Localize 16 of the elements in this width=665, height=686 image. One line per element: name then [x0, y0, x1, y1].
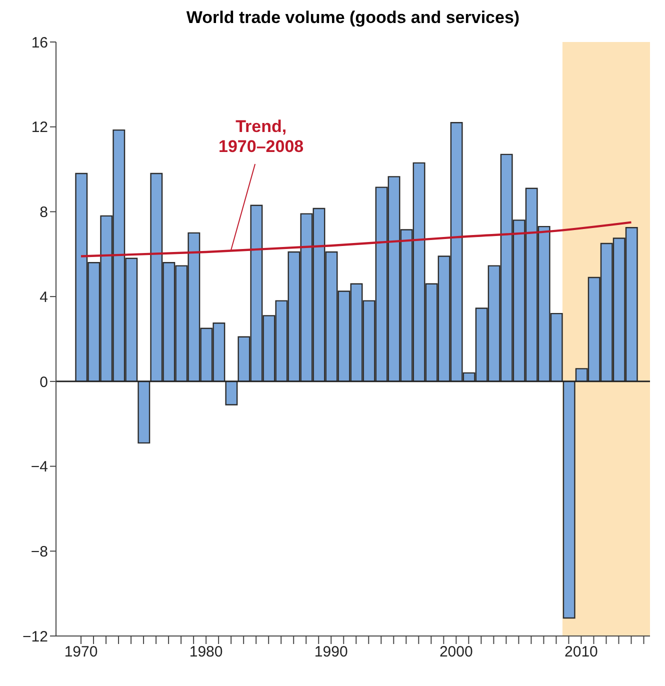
y-tick-label: −4 — [30, 458, 48, 476]
y-tick-label: 16 — [31, 34, 48, 52]
y-tick-label: −12 — [22, 628, 48, 646]
x-tick-label: 1990 — [314, 644, 348, 661]
y-tick-label: −8 — [30, 543, 48, 560]
text: Trend, 1970–2008 — [218, 117, 304, 156]
x-tick-label: 1970 — [64, 644, 98, 661]
y-tick-label: 0 — [40, 374, 48, 391]
y-tick-label: 4 — [40, 288, 48, 306]
x-tick-label: 1980 — [189, 644, 223, 661]
line-series — [80, 221, 632, 258]
y-tick-label: 8 — [40, 204, 48, 222]
x-tick-label: 2010 — [564, 644, 598, 661]
y-tick-label: 12 — [31, 119, 48, 136]
chart-title: World trade volume (goods and services) — [185, 8, 521, 29]
x-tick-label: 2000 — [439, 644, 473, 661]
